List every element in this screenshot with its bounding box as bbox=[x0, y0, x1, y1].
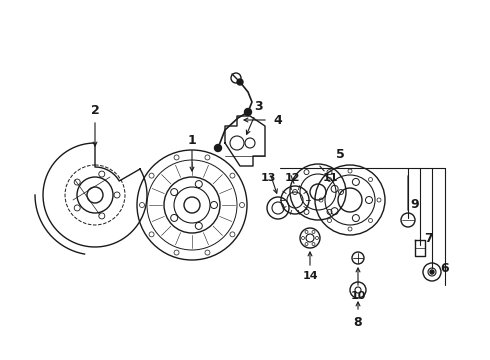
Text: 13: 13 bbox=[260, 173, 276, 183]
Circle shape bbox=[245, 108, 251, 116]
Text: 11: 11 bbox=[322, 173, 338, 183]
Text: 3: 3 bbox=[254, 100, 262, 113]
Text: 10: 10 bbox=[350, 291, 366, 301]
Text: 7: 7 bbox=[424, 231, 432, 244]
Text: 5: 5 bbox=[336, 148, 344, 162]
Text: 12: 12 bbox=[284, 173, 300, 183]
Circle shape bbox=[237, 79, 243, 85]
Text: 8: 8 bbox=[354, 315, 362, 328]
Circle shape bbox=[215, 144, 221, 152]
Text: 14: 14 bbox=[302, 271, 318, 281]
Text: 2: 2 bbox=[91, 104, 99, 117]
Circle shape bbox=[428, 268, 436, 276]
Text: 9: 9 bbox=[411, 198, 419, 211]
Text: 4: 4 bbox=[273, 113, 282, 126]
Text: 6: 6 bbox=[441, 261, 449, 274]
Circle shape bbox=[430, 270, 434, 274]
Text: 1: 1 bbox=[188, 134, 196, 147]
